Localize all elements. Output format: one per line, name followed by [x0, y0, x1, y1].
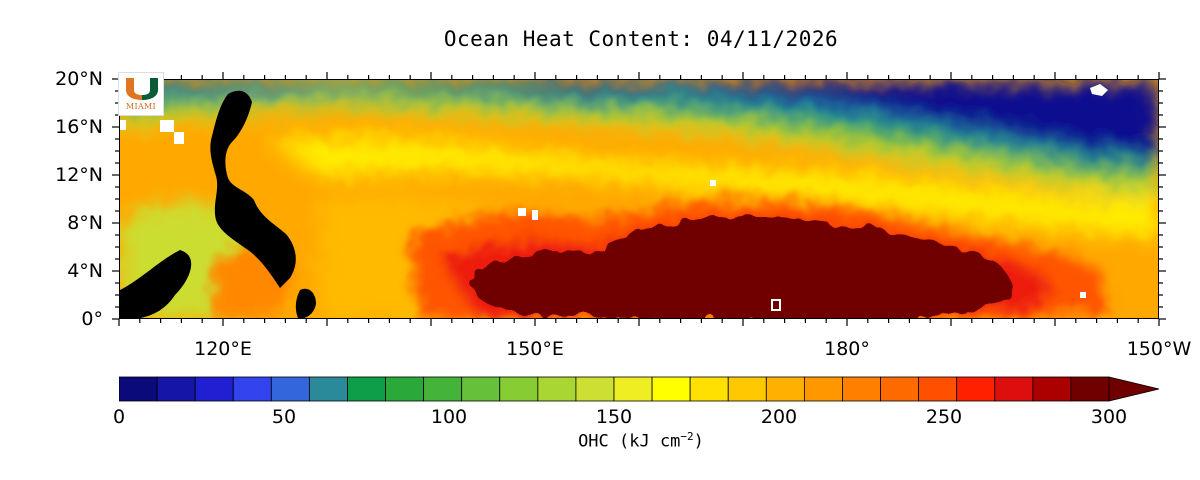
nodata-patch: [1080, 292, 1086, 298]
colorbar-box: [461, 376, 501, 402]
nodata-patch: [174, 132, 184, 144]
ohc-band-blue: [120, 80, 1158, 158]
colorbar-title-close: ): [693, 431, 704, 452]
colorbar-box: [842, 376, 881, 402]
lat-label-16n: 16°N: [55, 116, 103, 138]
colorbar-title-main: OHC (kJ cm: [578, 431, 681, 452]
colorbar-box: [994, 376, 1034, 402]
lon-label-150e: 150°E: [506, 338, 564, 360]
nodata-patch: [518, 208, 526, 216]
colorbar-box: [575, 376, 615, 402]
colorbar-tick-200: 200: [760, 406, 798, 428]
land-masses: [120, 84, 1108, 318]
ohc-map: [119, 79, 1159, 319]
colorbar-box: [727, 376, 767, 402]
colorbar-box: [347, 376, 386, 402]
colorbar-box: [232, 376, 272, 402]
colorbar-box: [689, 376, 729, 402]
nodata-patch: [710, 180, 716, 186]
halmahera-land: [295, 288, 316, 318]
nodata-patch: [532, 210, 538, 220]
colorbar-box: [918, 376, 958, 402]
nodata-patch: [120, 120, 126, 130]
colorbar-tick-0: 0: [112, 406, 126, 428]
colorbar-box: [1070, 376, 1110, 402]
colorbar-title: OHC (kJ cm−2): [0, 430, 1200, 452]
lat-label-8n: 8°N: [67, 212, 103, 234]
hawaii-nodata: [1090, 84, 1108, 96]
ohc-field: [120, 80, 1158, 318]
colorbar-extend-max-triangle: [1108, 376, 1160, 402]
colorbar-box: [270, 376, 310, 402]
colorbar-box: [537, 376, 577, 402]
colorbar-tick-50: 50: [271, 406, 297, 428]
colorbar-box: [613, 376, 653, 402]
philippines-land: [210, 90, 296, 288]
borneo-land: [120, 250, 192, 318]
colorbar-tick-100: 100: [430, 406, 468, 428]
colorbar-box: [803, 376, 843, 402]
lon-label-180: 180°: [824, 338, 870, 360]
nodata-patch: [771, 299, 781, 311]
colorbar-box: [880, 376, 920, 402]
colorbar-box: [651, 376, 691, 402]
lat-label-20n: 20°N: [55, 68, 103, 90]
colorbar-box: [156, 376, 196, 402]
map-title: Ocean Heat Content: 04/11/2026: [443, 27, 839, 51]
colorbar-box: [765, 376, 805, 402]
colorbar-box: [956, 376, 996, 402]
colorbar: [119, 376, 1160, 402]
university-of-miami-logo: MIAMI: [118, 72, 164, 116]
colorbar-tick-300: 300: [1090, 406, 1128, 428]
lon-label-150w: 150°W: [1126, 338, 1192, 360]
u-logo-icon: [126, 78, 158, 100]
lat-label-0: 0°: [81, 308, 103, 330]
colorbar-box: [499, 376, 539, 402]
lat-label-4n: 4°N: [67, 260, 103, 282]
lat-label-12n: 12°N: [55, 164, 103, 186]
nodata-patch: [160, 120, 174, 132]
colorbar-tick-250: 250: [925, 406, 963, 428]
ohc-band-yellow: [270, 137, 1158, 240]
colorbar-title-exponent: −2: [680, 430, 694, 443]
colorbar-box: [119, 376, 158, 402]
colorbar-box: [194, 376, 234, 402]
logo-wordmark: MIAMI: [126, 102, 156, 111]
colorbar-box: [1032, 376, 1072, 402]
colorbar-box: [423, 376, 463, 402]
colorbar-tick-150: 150: [595, 406, 633, 428]
colorbar-box: [385, 376, 425, 402]
lon-label-120e: 120°E: [194, 338, 252, 360]
ohc-band-darkred: [470, 215, 1011, 318]
colorbar-box: [308, 376, 348, 402]
